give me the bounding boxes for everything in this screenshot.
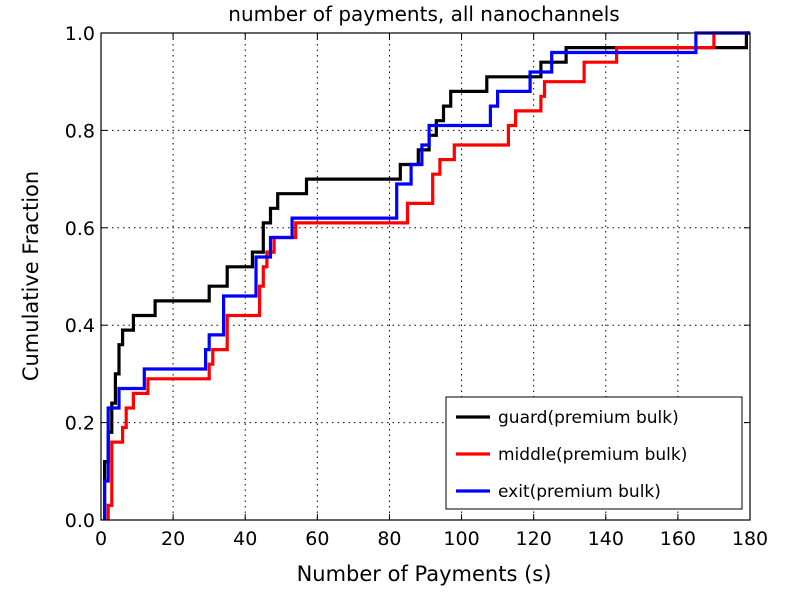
- y-axis-label: Cumulative Fraction: [19, 171, 43, 381]
- x-tick-label: 100: [443, 528, 479, 550]
- series-layer: [103, 31, 750, 520]
- x-axis-label: Number of Payments (s): [297, 562, 552, 586]
- y-tick-label: 0.2: [65, 413, 95, 435]
- chart-title: number of payments, all nanochannels: [228, 2, 619, 26]
- series-line-3: [103, 31, 750, 520]
- y-tick-label: 0.6: [65, 218, 95, 240]
- x-tick-label: 40: [233, 528, 257, 550]
- ticks: 0 20 40 60 80 100 120 140 160 180 0.0 0.2 0.4 0.6 0.8 1…: [65, 23, 768, 550]
- x-tick-label: 80: [377, 528, 401, 550]
- x-tick-label: 120: [516, 528, 552, 550]
- plot-frame: [100, 32, 751, 521]
- x-tick-label: 20: [161, 528, 185, 550]
- legend: guard(premium bulk) middle(premium bulk) e…: [445, 396, 743, 510]
- y-tick-label: 0.0: [65, 510, 95, 532]
- legend-label: guard(premium bulk): [498, 408, 679, 428]
- y-tick-label: 1.0: [65, 23, 95, 45]
- x-tick-label: 160: [660, 528, 696, 550]
- grid: [101, 33, 750, 520]
- legend-label: exit(premium bulk): [498, 482, 661, 502]
- x-tick-label: 60: [305, 528, 329, 550]
- series-line-1: [103, 31, 750, 520]
- x-tick-label: 140: [588, 528, 624, 550]
- legend-box: [445, 396, 743, 510]
- x-tick-label: 0: [95, 528, 107, 550]
- legend-label: middle(premium bulk): [498, 445, 687, 465]
- y-tick-label: 0.4: [65, 315, 95, 337]
- x-tick-label: 180: [732, 528, 768, 550]
- y-tick-label: 0.8: [65, 120, 95, 142]
